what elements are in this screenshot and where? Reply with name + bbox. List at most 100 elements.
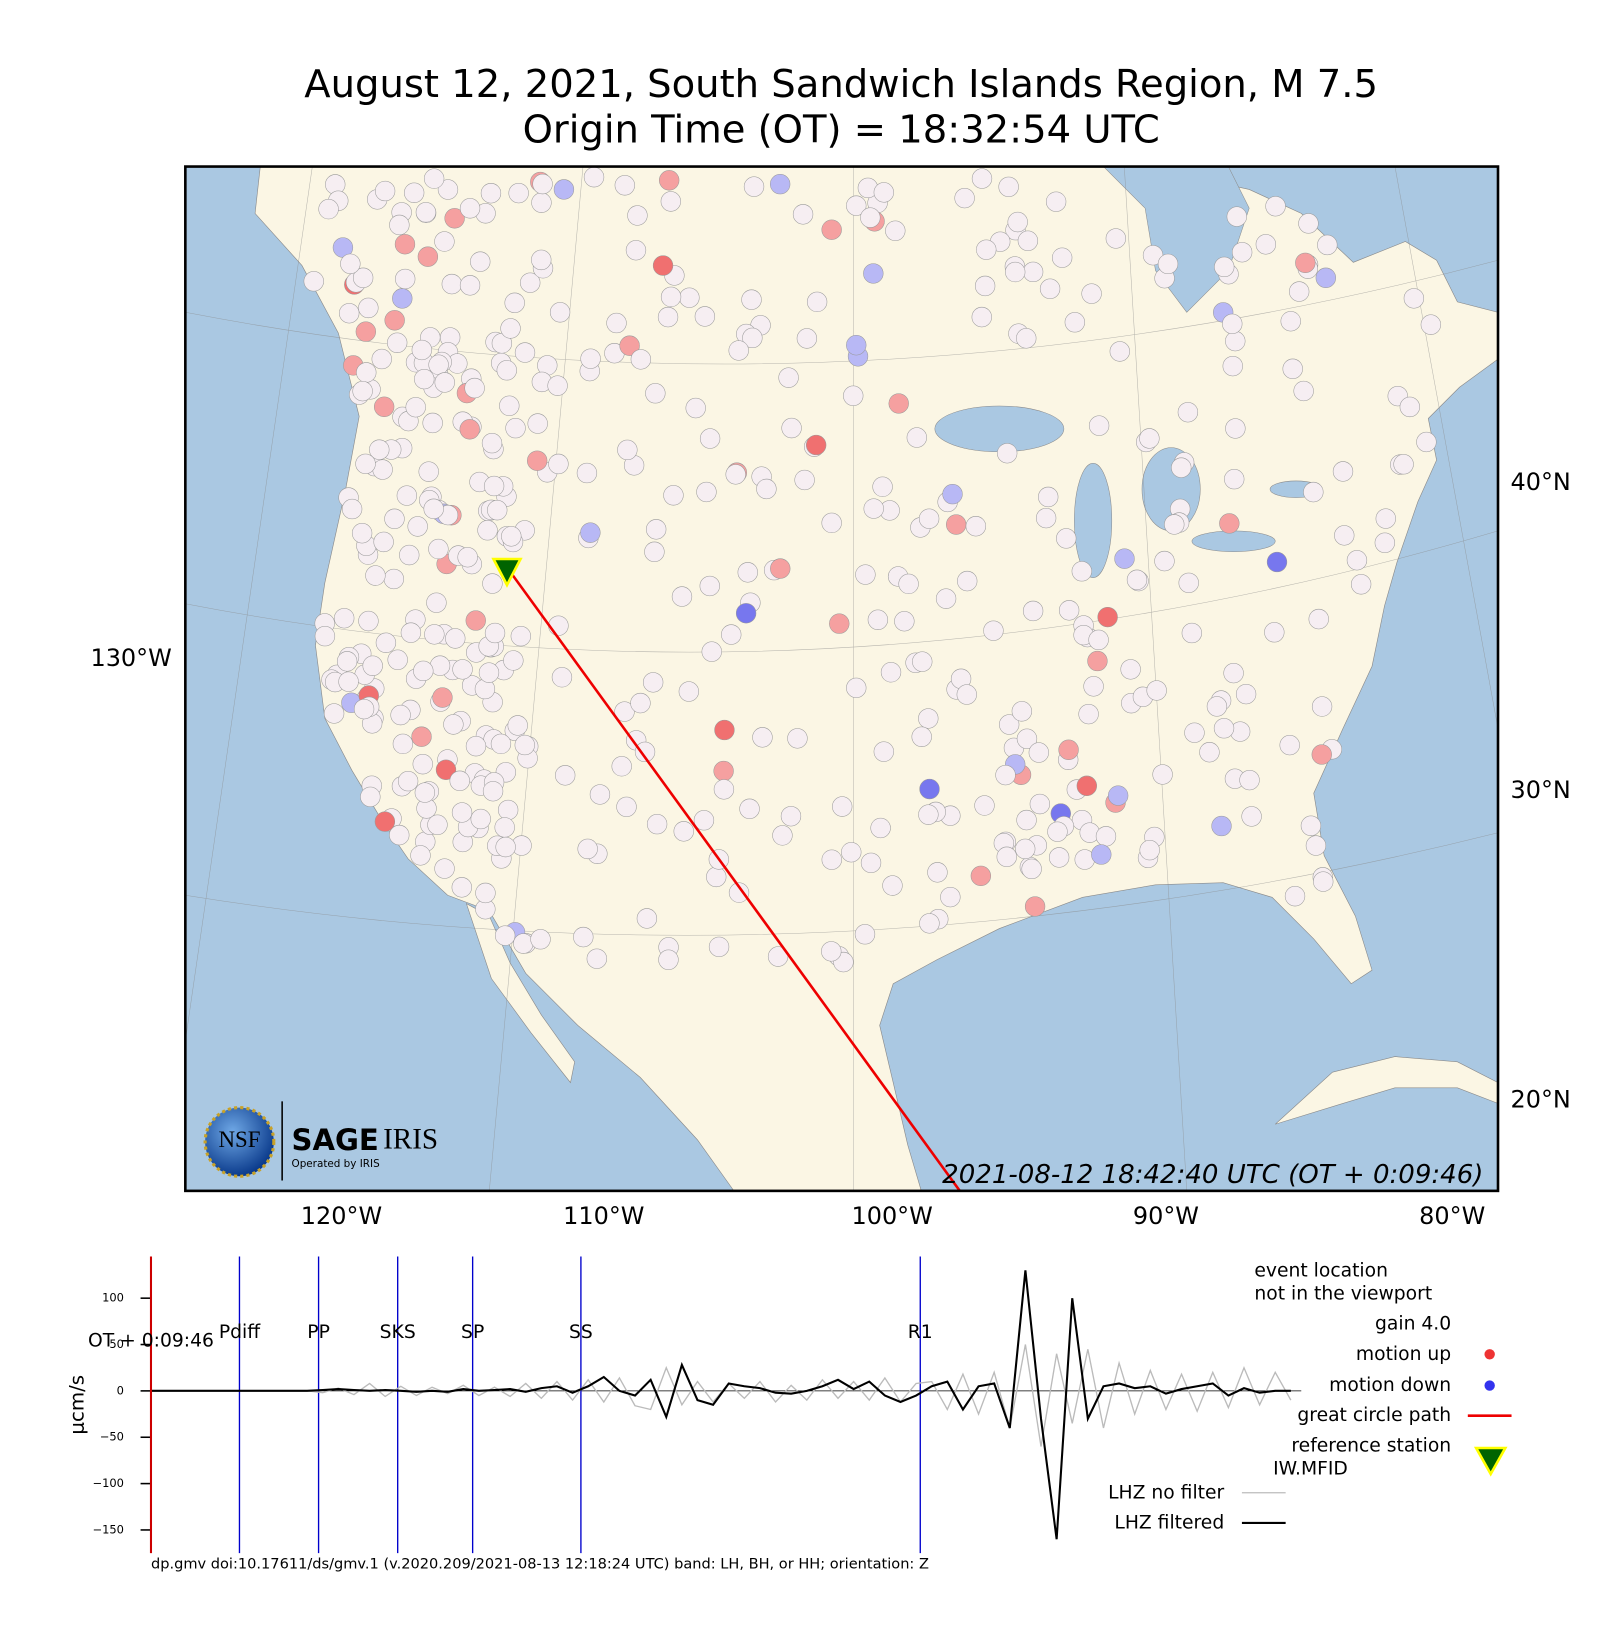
lon-label: 90°W [1133, 1202, 1199, 1230]
station [504, 292, 525, 313]
phase-label: SP [461, 1322, 484, 1343]
station [553, 179, 575, 200]
station [451, 802, 473, 823]
seismogram: 100 50 0 −50 −100 −150 μcm/s Pdiff PP SKS SP SS R1 OT… [66, 1256, 1512, 1573]
station [1308, 608, 1329, 630]
station [480, 183, 502, 204]
station [1007, 211, 1028, 233]
station [1016, 328, 1037, 349]
station [1083, 676, 1104, 697]
station [580, 348, 601, 369]
station [507, 715, 528, 736]
station [721, 624, 742, 645]
lon-label: 80°W [1419, 1202, 1485, 1230]
station [303, 271, 324, 292]
station [694, 306, 716, 327]
station [743, 176, 765, 197]
station [1303, 481, 1324, 503]
station [323, 703, 345, 724]
station [663, 485, 684, 506]
y-tick-label: 0 [117, 1383, 124, 1397]
station [644, 541, 665, 562]
station [870, 817, 891, 839]
station [1293, 380, 1314, 402]
lake-michigan [1074, 462, 1113, 579]
station [341, 498, 363, 520]
station [1028, 742, 1049, 763]
station [551, 667, 573, 688]
station [531, 249, 552, 271]
station [1017, 230, 1039, 251]
station [1225, 330, 1246, 352]
station [636, 908, 658, 929]
waveform [150, 1270, 1291, 1540]
station [781, 417, 802, 439]
great-circle-path [505, 566, 961, 1191]
station [449, 770, 470, 791]
station [1178, 572, 1199, 593]
station [1157, 253, 1179, 275]
station [1222, 355, 1243, 377]
station [888, 393, 909, 414]
station [767, 946, 789, 967]
station [646, 519, 667, 540]
station [465, 610, 486, 631]
station [383, 568, 404, 590]
station [389, 214, 410, 236]
station [679, 287, 700, 308]
station [1222, 313, 1243, 334]
station [470, 808, 491, 830]
station [942, 484, 963, 505]
cuba [1275, 1056, 1499, 1125]
sage-text: SAGE [292, 1123, 379, 1157]
station [927, 862, 948, 883]
station [459, 275, 481, 296]
station [351, 523, 373, 544]
station [352, 267, 374, 288]
station [737, 562, 758, 583]
legend-ref: IW.MFID [1273, 1458, 1348, 1479]
station [1051, 247, 1073, 268]
station [841, 842, 862, 863]
time-label: OT + 0:09:46 [88, 1330, 214, 1351]
station [483, 475, 505, 497]
legend-series: LHZ filtered [1114, 1512, 1224, 1533]
logo: NSF SAGE IRIS Operated by IRIS [203, 1101, 438, 1181]
station [1021, 858, 1042, 880]
station [630, 349, 652, 370]
station [735, 603, 757, 624]
station [1016, 728, 1038, 749]
phase-label: R1 [908, 1322, 933, 1343]
y-tick-label: −50 [100, 1430, 124, 1444]
lon-label: 110°W [563, 1202, 644, 1230]
station [423, 168, 445, 189]
station [365, 565, 386, 586]
lat-label: 30°N [1510, 776, 1570, 804]
station [369, 439, 390, 460]
station [374, 811, 396, 832]
station [699, 428, 721, 449]
station [1375, 508, 1396, 529]
station [1076, 775, 1097, 796]
station [434, 858, 455, 879]
station [414, 782, 436, 803]
station [530, 929, 551, 950]
station [371, 348, 392, 370]
station [1056, 528, 1077, 549]
station [1095, 826, 1117, 847]
station [387, 649, 408, 670]
station [499, 395, 520, 416]
station [1181, 622, 1203, 644]
station [397, 770, 419, 792]
station [863, 263, 884, 284]
station [918, 508, 940, 529]
station [428, 538, 449, 560]
station [373, 531, 394, 553]
station [906, 427, 927, 448]
station [520, 272, 541, 293]
station [997, 443, 1018, 464]
legend-up-dot [1484, 1349, 1495, 1360]
station [752, 727, 773, 748]
operated-text: Operated by IRIS [292, 1158, 381, 1170]
